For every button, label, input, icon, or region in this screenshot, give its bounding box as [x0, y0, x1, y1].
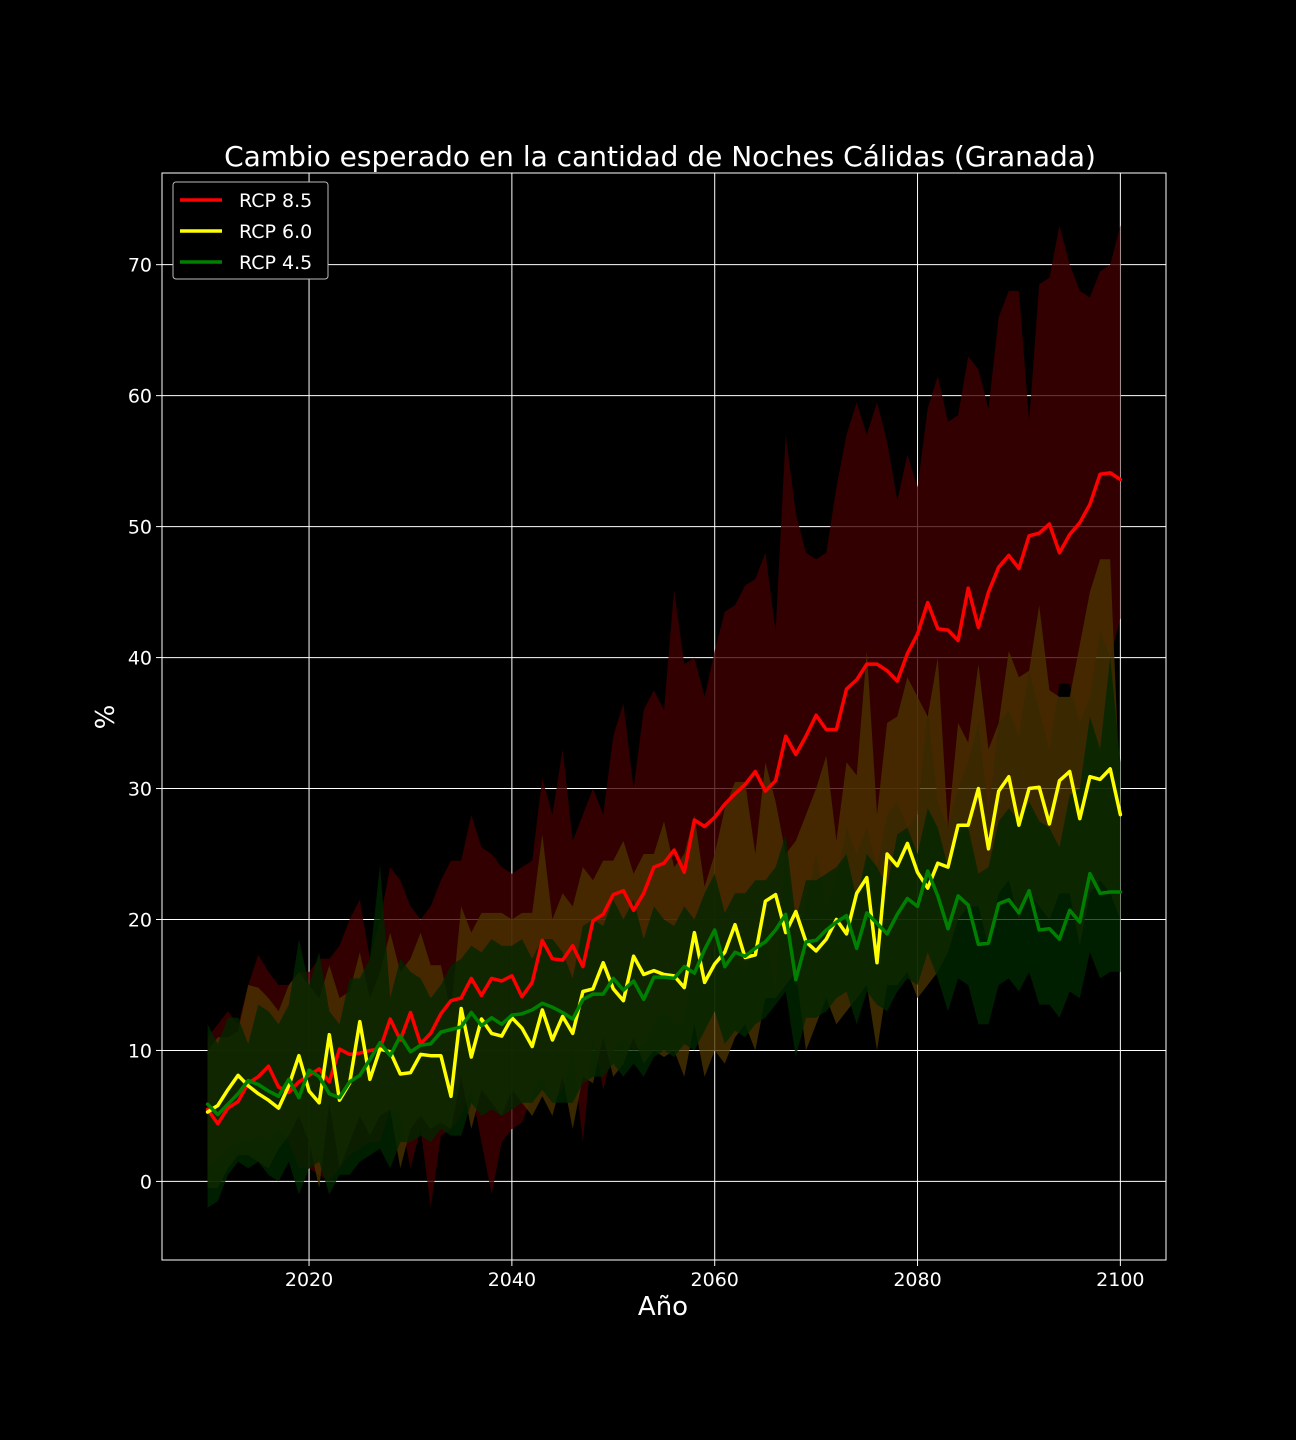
chart-title: Cambio esperado en la cantidad de Noches… [224, 140, 1096, 173]
legend-label-rcp-4-5: RCP 4.5 [239, 252, 312, 274]
line-rcp-4-5 [205, 869, 1123, 1117]
line-rcp-6-0 [205, 767, 1123, 1114]
y-tick-label: 70 [128, 255, 152, 277]
series-lines [205, 471, 1123, 1126]
y-tick-label: 60 [128, 386, 152, 408]
y-tick-label: 10 [128, 1040, 152, 1062]
line-rcp-8-5 [205, 471, 1123, 1126]
legend: RCP 8.5 RCP 6.0 RCP 4.5 [172, 181, 329, 280]
y-tick-label: 40 [128, 648, 152, 670]
legend-box [172, 181, 329, 280]
y-tick-label: 0 [140, 1171, 152, 1193]
y-tick-label: 20 [128, 909, 152, 931]
x-tick-label: 2020 [285, 1269, 333, 1291]
y-axis-label: % [91, 705, 121, 730]
axis-ticks: 2020 2040 2060 2080 2100 0 10 20 30 40 50 60 70 [128, 255, 1145, 1291]
band-rcp-8-5 [207, 225, 1121, 1208]
band-rcp-4-5 [207, 657, 1121, 1208]
y-tick-label: 30 [128, 779, 152, 801]
uncertainty-bands [207, 225, 1121, 1208]
legend-entries: RCP 8.5 RCP 6.0 RCP 4.5 [180, 190, 312, 274]
x-tick-label: 2040 [488, 1269, 536, 1291]
x-axis-label: Año [638, 1292, 688, 1322]
x-tick-label: 2060 [691, 1269, 739, 1291]
plot-frame [161, 172, 1167, 1261]
x-tick-label: 2100 [1096, 1269, 1144, 1291]
y-tick-label: 50 [128, 517, 152, 539]
legend-label-rcp-6-0: RCP 6.0 [239, 221, 312, 243]
x-tick-label: 2080 [893, 1269, 941, 1291]
legend-label-rcp-8-5: RCP 8.5 [239, 190, 312, 212]
